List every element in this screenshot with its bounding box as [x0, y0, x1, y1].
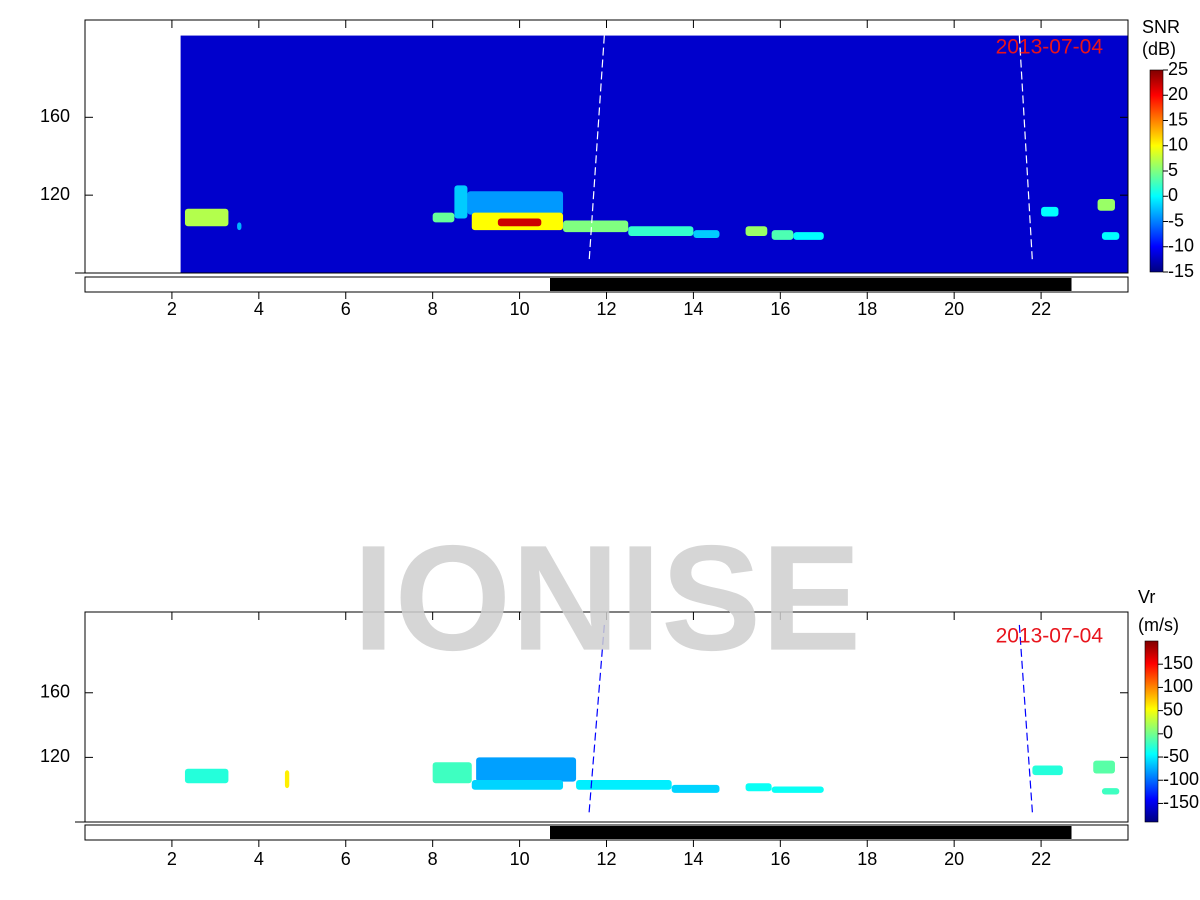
colorbar-tick-label: 25 — [1168, 59, 1188, 79]
echo — [184, 768, 229, 784]
x-tick-label: 14 — [683, 299, 703, 319]
colorbar-tick-label: -5 — [1168, 210, 1184, 230]
echo — [671, 784, 720, 793]
dashed-line — [588, 35, 605, 262]
echo — [563, 220, 629, 233]
colorbar-tick-label: 100 — [1163, 676, 1193, 696]
x-tick-label: 16 — [770, 299, 790, 319]
echo — [1041, 206, 1059, 217]
dark-interval — [550, 826, 1072, 839]
plot-area — [85, 20, 1128, 273]
echo — [771, 786, 824, 793]
colorbar-tick-label: 10 — [1168, 135, 1188, 155]
colorbar-title: Vr — [1138, 587, 1155, 607]
colorbar — [1144, 640, 1159, 823]
echo — [237, 222, 242, 231]
watermark: IONISE — [353, 514, 861, 682]
y-tick-label: 120 — [40, 746, 70, 766]
y-tick-label: 160 — [40, 106, 70, 126]
x-tick-label: 20 — [944, 849, 964, 869]
colorbar-tick-label: -10 — [1168, 236, 1194, 256]
dark-interval — [550, 278, 1072, 291]
date-label: 2013-07-04 — [996, 36, 1104, 59]
colorbar-tick-label: -50 — [1163, 746, 1189, 766]
dashed-line — [1018, 624, 1033, 813]
echo — [793, 232, 824, 240]
coverage — [180, 35, 1128, 273]
x-tick-label: 10 — [510, 299, 530, 319]
colorbar-tick-label: 5 — [1168, 160, 1178, 180]
colorbar-tick-label: 150 — [1163, 653, 1193, 673]
x-tick-label: 22 — [1031, 299, 1051, 319]
colorbar-tick-label: -100 — [1163, 769, 1199, 789]
x-tick-label: 18 — [857, 299, 877, 319]
colorbar-title: SNR — [1142, 17, 1180, 37]
echo — [476, 757, 577, 782]
x-tick-label: 4 — [254, 849, 264, 869]
x-tick-label: 6 — [341, 299, 351, 319]
echo — [1101, 788, 1120, 795]
dashed-line — [588, 624, 605, 813]
echo — [284, 770, 290, 789]
colorbar-tick-label: 50 — [1163, 699, 1183, 719]
echo — [1097, 199, 1115, 211]
echo — [576, 780, 672, 790]
echo — [628, 226, 694, 237]
colorbar-tick-label: -150 — [1163, 792, 1199, 812]
echo — [471, 780, 564, 790]
y-tick-label: 160 — [40, 682, 70, 702]
echo — [184, 208, 229, 227]
x-tick-label: 8 — [428, 849, 438, 869]
colorbar-tick-label: 15 — [1168, 109, 1188, 129]
echo — [467, 191, 564, 215]
date-label: 2013-07-04 — [996, 625, 1104, 648]
x-tick-label: 22 — [1031, 849, 1051, 869]
echo — [1101, 232, 1120, 240]
plot-area — [85, 612, 1128, 822]
colorbar-tick-label: 0 — [1163, 723, 1173, 743]
x-tick-label: 8 — [428, 299, 438, 319]
y-tick-label: 120 — [40, 184, 70, 204]
x-tick-label: 20 — [944, 299, 964, 319]
echo — [693, 230, 720, 238]
echo — [454, 185, 468, 219]
x-tick-label: 10 — [510, 849, 530, 869]
x-tick-label: 14 — [683, 849, 703, 869]
colorbar-title: (dB) — [1142, 39, 1176, 59]
x-tick-label: 12 — [596, 299, 616, 319]
x-tick-label: 2 — [167, 299, 177, 319]
x-tick-label: 12 — [596, 849, 616, 869]
x-tick-label: 18 — [857, 849, 877, 869]
colorbar-tick-label: 20 — [1168, 84, 1188, 104]
echo — [432, 762, 472, 784]
echo — [497, 218, 542, 227]
x-tick-label: 2 — [167, 849, 177, 869]
dashed-line — [1018, 35, 1033, 262]
echo — [1093, 760, 1115, 774]
echo — [771, 230, 794, 240]
colorbar-tick-label: 0 — [1168, 185, 1178, 205]
echo — [745, 783, 772, 792]
echo — [745, 226, 768, 237]
colorbar-tick-label: -15 — [1168, 261, 1194, 281]
colorbar — [1149, 69, 1164, 273]
x-tick-label: 4 — [254, 299, 264, 319]
x-tick-label: 16 — [770, 849, 790, 869]
colorbar-title: (m/s) — [1138, 615, 1179, 635]
echo — [1032, 765, 1063, 776]
x-tick-label: 6 — [341, 849, 351, 869]
echo — [432, 212, 455, 223]
